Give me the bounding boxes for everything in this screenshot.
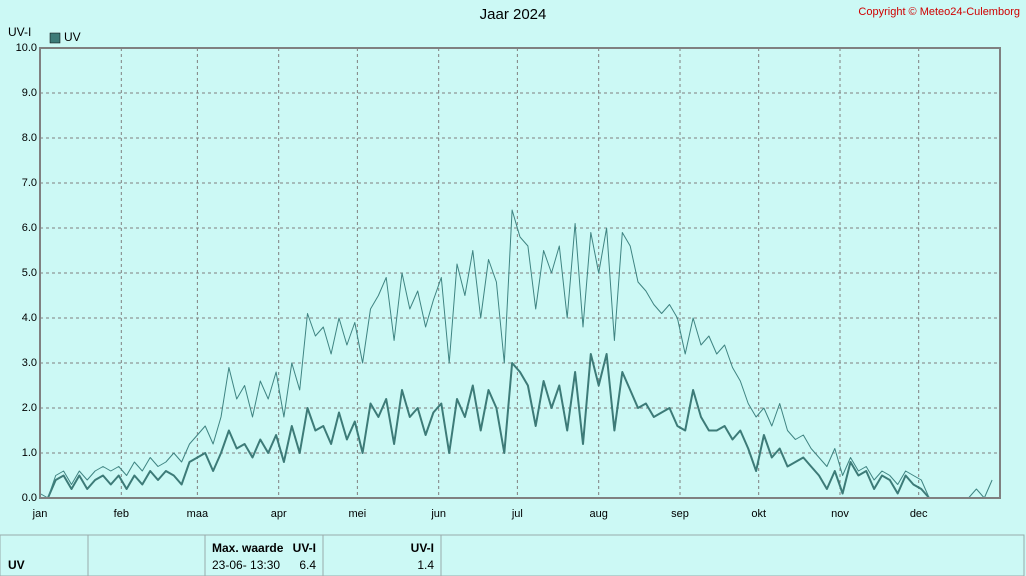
x-tick-label: aug [590, 508, 608, 520]
y-tick-label: 3.0 [22, 357, 37, 369]
plot-area: 0.0 1.0 2.0 3.0 4.0 5.0 6.0 7.0 8.0 9.0 10.0 jan feb… [16, 42, 1000, 520]
x-tick-label: okt [751, 508, 766, 520]
y-tick-label: 0.0 [22, 492, 37, 504]
y-tick-label: 6.0 [22, 222, 37, 234]
column-unit: UV-I [293, 541, 316, 555]
plot-border [39, 47, 1001, 499]
max-value: 6.4 [299, 558, 316, 572]
row-label: UV [8, 558, 25, 572]
series-line [39, 209, 993, 499]
y-tick-label: 5.0 [22, 267, 37, 279]
x-tick-label: nov [831, 508, 849, 520]
max-time: 23-06- 13:30 [212, 558, 280, 572]
x-tick-label: apr [271, 508, 287, 520]
summary-table: UV Max. waarde UV-I 23-06- 13:30 6.4 UV-… [0, 534, 1025, 576]
y-tick-label: 2.0 [22, 402, 37, 414]
y-tick-label: 8.0 [22, 132, 37, 144]
table-frame [0, 534, 1025, 576]
x-tick-label: jun [430, 508, 446, 520]
y-tick-label: 1.0 [22, 447, 37, 459]
copyright: Copyright © Meteo24-Culemborg [858, 6, 1020, 18]
x-tick-label: dec [910, 508, 928, 520]
y-tick-label: 7.0 [22, 177, 37, 189]
y-tick-label: 4.0 [22, 312, 37, 324]
legend-swatch [49, 32, 61, 44]
y-axis-label: UV-I [8, 25, 31, 39]
column-header: Max. waarde [212, 541, 284, 555]
legend-label: UV [64, 30, 81, 44]
column-unit: UV-I [411, 541, 434, 555]
y-tick-label: 10.0 [16, 42, 37, 54]
y-tick-label: 9.0 [22, 87, 37, 99]
x-tick-label: mei [349, 508, 367, 520]
x-tick-label: feb [114, 508, 129, 520]
x-tick-label: maa [187, 508, 209, 520]
x-tick-label: jul [511, 508, 523, 520]
x-tick-label: jan [32, 508, 48, 520]
avg-value: 1.4 [417, 558, 434, 572]
x-tick-label: sep [671, 508, 689, 520]
chart-title: Jaar 2024 [480, 6, 547, 23]
